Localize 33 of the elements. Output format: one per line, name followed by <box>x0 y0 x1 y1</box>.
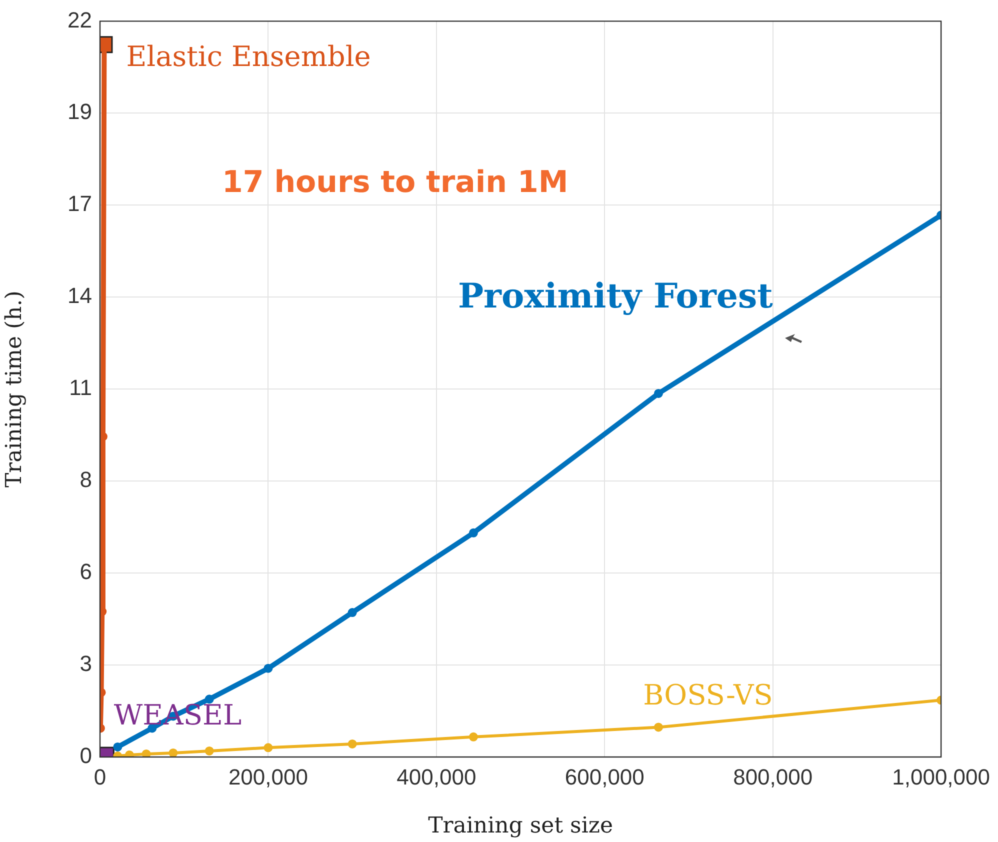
y-tick-label: 22 <box>68 7 92 32</box>
y-tick-label: 6 <box>80 559 92 584</box>
point <box>348 739 357 748</box>
y-tick-label: 17 <box>68 191 92 216</box>
point <box>468 732 478 742</box>
point <box>264 664 273 673</box>
y-tick-label: 3 <box>80 651 92 676</box>
y-tick-label: 19 <box>68 99 92 124</box>
point <box>468 528 478 538</box>
y-tick-label: 0 <box>80 743 92 768</box>
x-tick-label: 800,000 <box>733 764 813 790</box>
series-label: Proximity Forest <box>458 276 774 316</box>
y-tick-label: 8 <box>80 467 92 492</box>
point <box>348 608 357 618</box>
series-label: Elastic Ensemble <box>126 40 371 73</box>
series-label: BOSS-VS <box>643 678 773 712</box>
point <box>113 742 122 752</box>
point <box>654 722 663 732</box>
point <box>204 746 214 756</box>
point <box>142 749 151 757</box>
x-tick-label: 600,000 <box>564 764 644 790</box>
y-tick-label: 11 <box>69 375 92 400</box>
point <box>264 743 273 752</box>
y-tick-label: 14 <box>68 283 92 308</box>
x-tick-label: 200,000 <box>228 764 308 790</box>
annotation: 17 hours to train 1M <box>222 165 568 200</box>
point <box>124 750 134 757</box>
x-tick-label: 400,000 <box>396 764 476 790</box>
x-axis-title: Training set size <box>428 814 613 839</box>
point <box>654 388 663 398</box>
y-axis-title: Training time (h.) <box>2 290 27 488</box>
x-tick-label: 1,000,000 <box>892 764 990 790</box>
point <box>168 748 178 757</box>
